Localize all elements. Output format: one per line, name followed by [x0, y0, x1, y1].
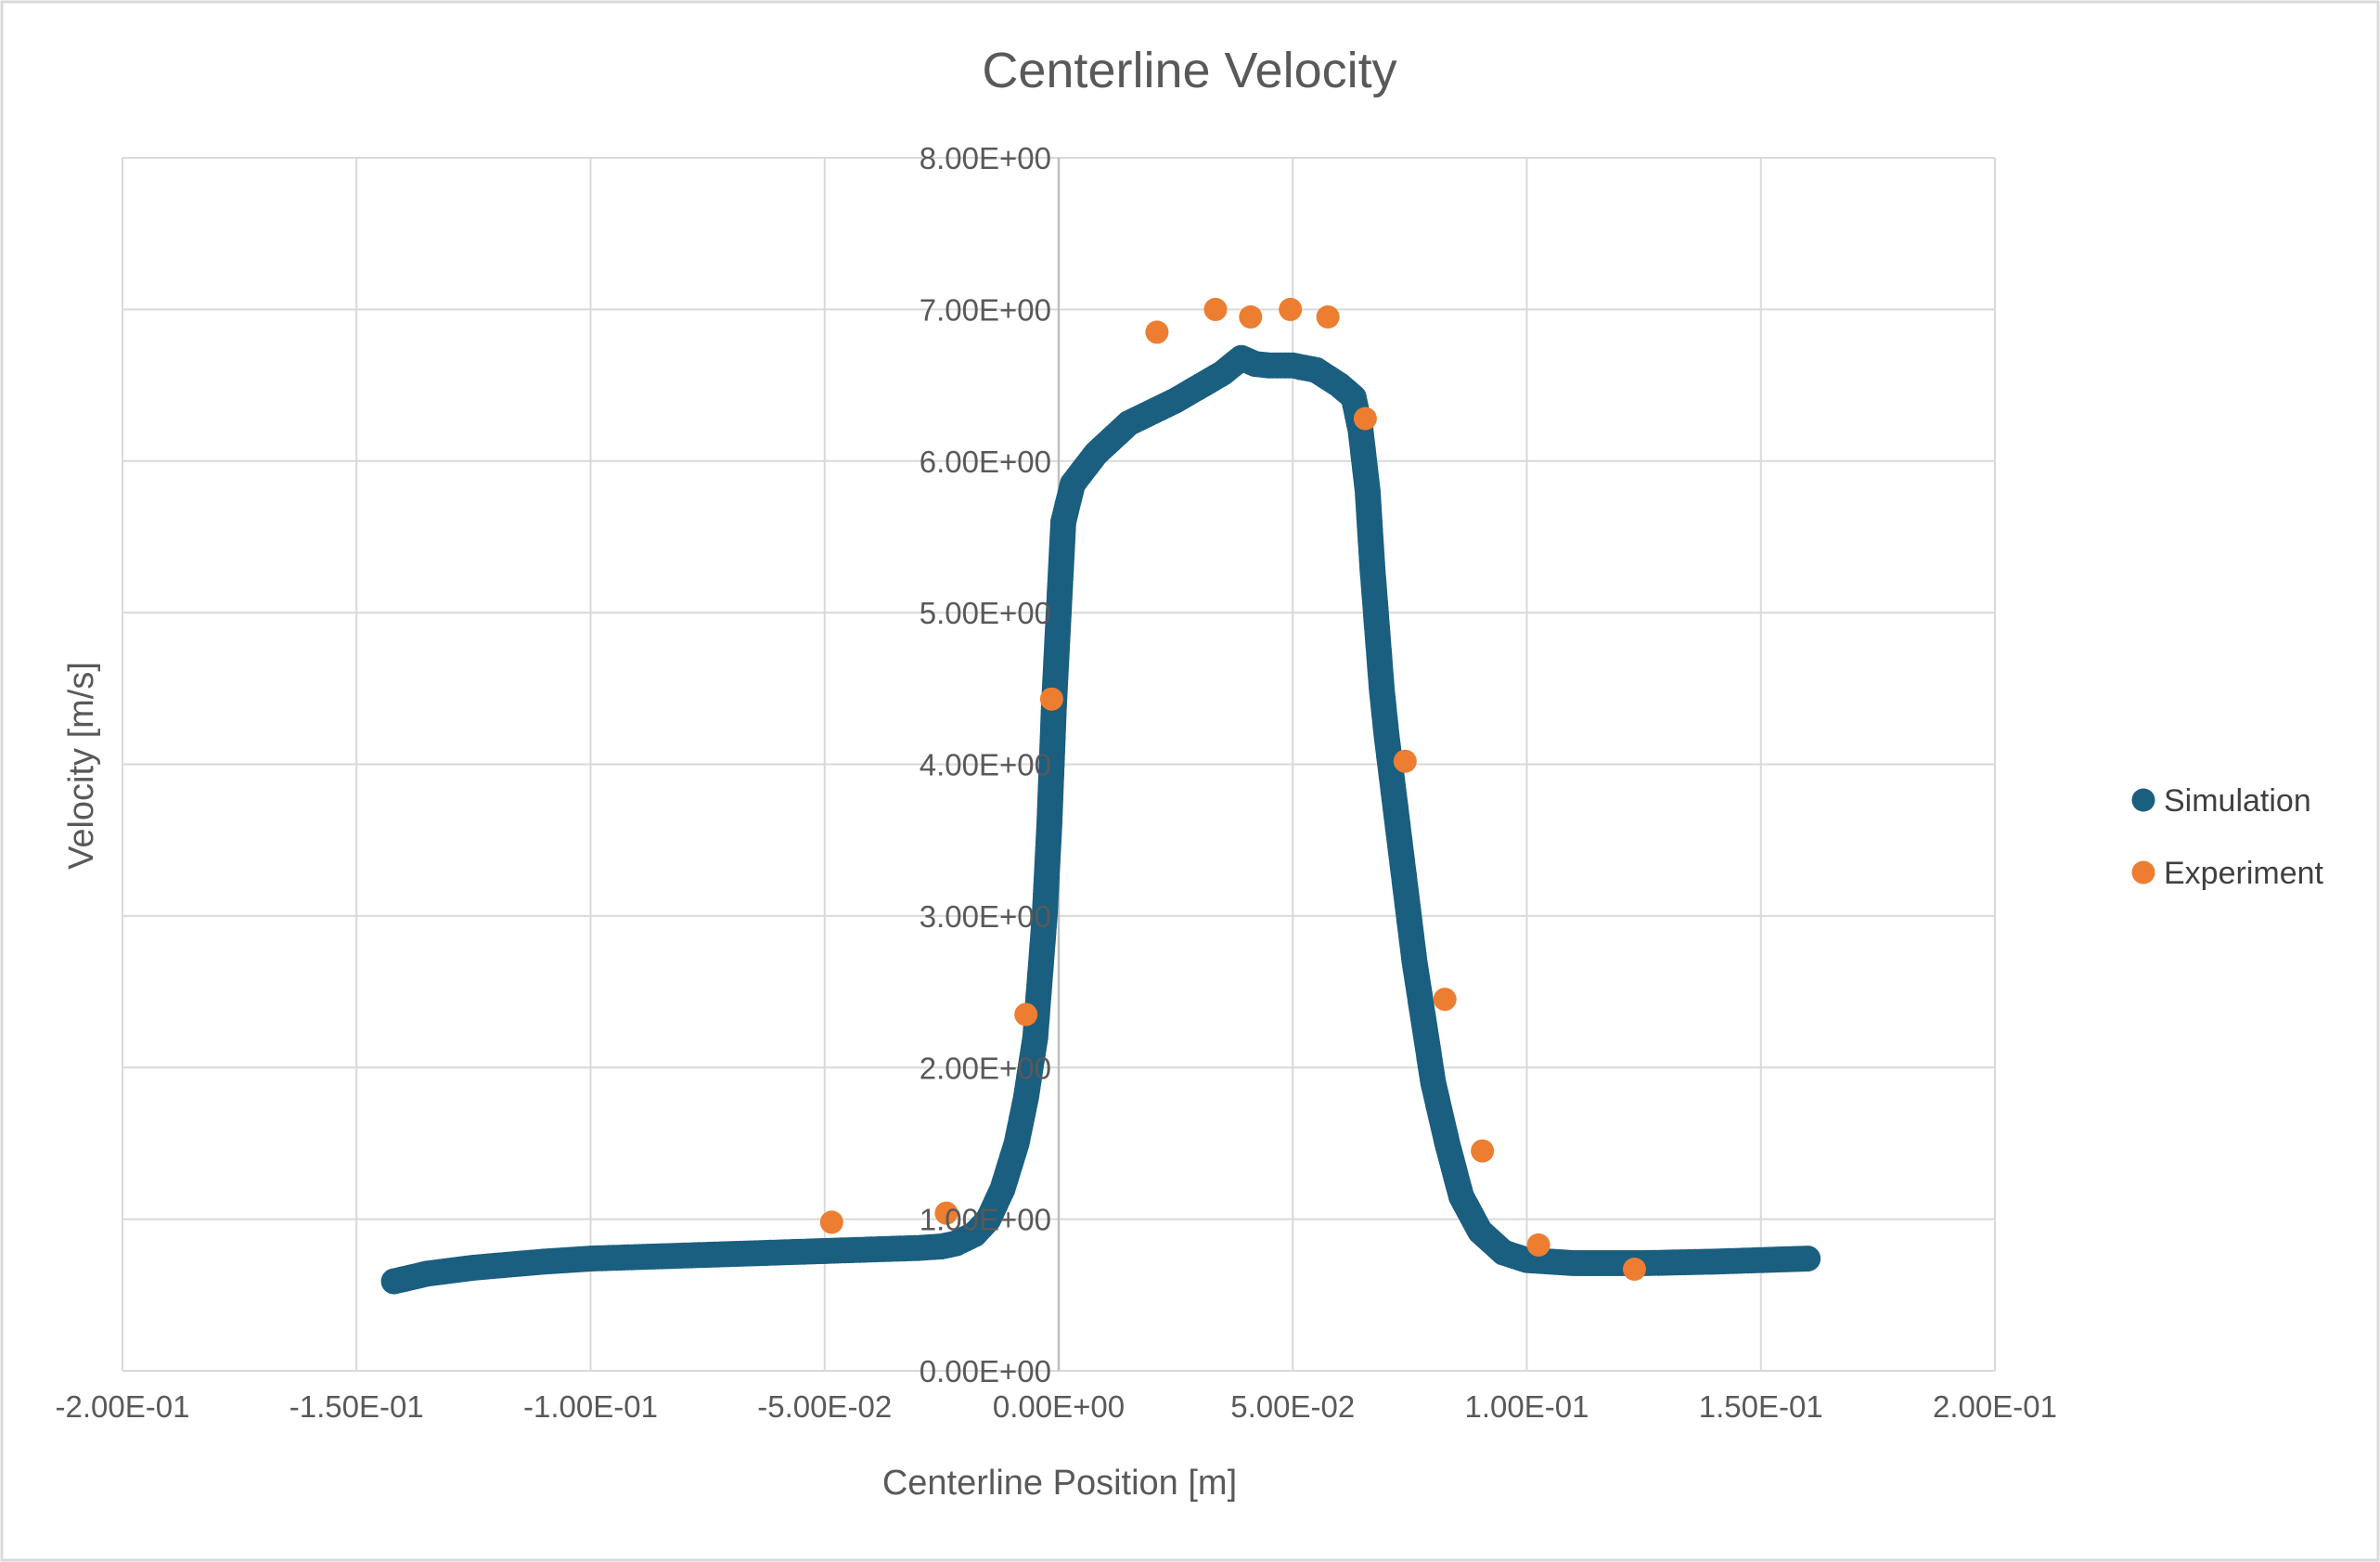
experiment-point — [1433, 988, 1457, 1012]
y-tick-label: 7.00E+00 — [920, 292, 1051, 327]
y-tick-label: 1.00E+00 — [920, 1203, 1051, 1237]
y-tick-label: 4.00E+00 — [920, 748, 1051, 782]
x-tick-label: 1.50E-01 — [1699, 1389, 1823, 1424]
x-tick-label: 0.00E+00 — [993, 1389, 1125, 1424]
experiment-point — [1279, 297, 1303, 321]
legend-label: Simulation — [2164, 783, 2311, 819]
plot-area — [380, 297, 1821, 1295]
x-tick-label: -2.00E-01 — [56, 1389, 190, 1424]
experiment-point — [1014, 1002, 1038, 1026]
x-axis-title: Centerline Position [m] — [882, 1464, 1237, 1503]
y-tick-label: 0.00E+00 — [920, 1354, 1051, 1388]
y-tick-label: 2.00E+00 — [920, 1051, 1051, 1085]
experiment-point — [819, 1210, 843, 1234]
experiment-point — [1316, 305, 1340, 329]
legend-item-simulation: Simulation — [2131, 783, 2311, 819]
x-tick-label: -1.50E-01 — [289, 1389, 424, 1424]
legend-item-experiment: Experiment — [2131, 856, 2324, 891]
legend-marker — [2131, 788, 2155, 812]
legend-marker — [2131, 860, 2155, 884]
y-tick-labels: 0.00E+00 1.00E+00 2.00E+00 3.00E+00 4.00E+00… — [920, 141, 1051, 1388]
x-tick-label: 2.00E-01 — [1933, 1389, 2057, 1424]
experiment-point — [1471, 1139, 1495, 1163]
experiment-point — [1393, 749, 1417, 773]
x-tick-label: -5.00E-02 — [757, 1389, 892, 1424]
y-tick-label: 5.00E+00 — [920, 596, 1051, 630]
x-tick-label: 5.00E-02 — [1230, 1389, 1355, 1424]
x-tick-label: -1.00E-01 — [523, 1389, 658, 1424]
legend-label: Experiment — [2164, 856, 2324, 891]
chart-title: Centerline Velocity — [982, 43, 1396, 98]
legend: Simulation Experiment — [2131, 783, 2324, 891]
experiment-point — [1145, 320, 1169, 344]
experiment-point — [1203, 297, 1228, 321]
experiment-point — [1526, 1233, 1550, 1257]
experiment-point — [1623, 1258, 1646, 1281]
experiment-point — [934, 1201, 958, 1225]
x-tick-label: 1.00E-01 — [1465, 1389, 1589, 1424]
simulation-point — [1795, 1246, 1821, 1272]
series-simulation — [380, 344, 1821, 1295]
experiment-point — [1353, 407, 1377, 431]
y-axis-title: Velocity [m/s] — [62, 662, 101, 870]
experiment-point — [1039, 687, 1063, 711]
series-experiment — [819, 297, 1646, 1281]
x-tick-labels: -2.00E-01 -1.50E-01 -1.00E-01 -5.00E-02 0.00… — [56, 1389, 2057, 1424]
y-tick-label: 8.00E+00 — [920, 141, 1051, 175]
y-tick-label: 3.00E+00 — [920, 899, 1051, 934]
y-tick-label: 6.00E+00 — [920, 445, 1051, 479]
experiment-point — [1239, 305, 1263, 329]
